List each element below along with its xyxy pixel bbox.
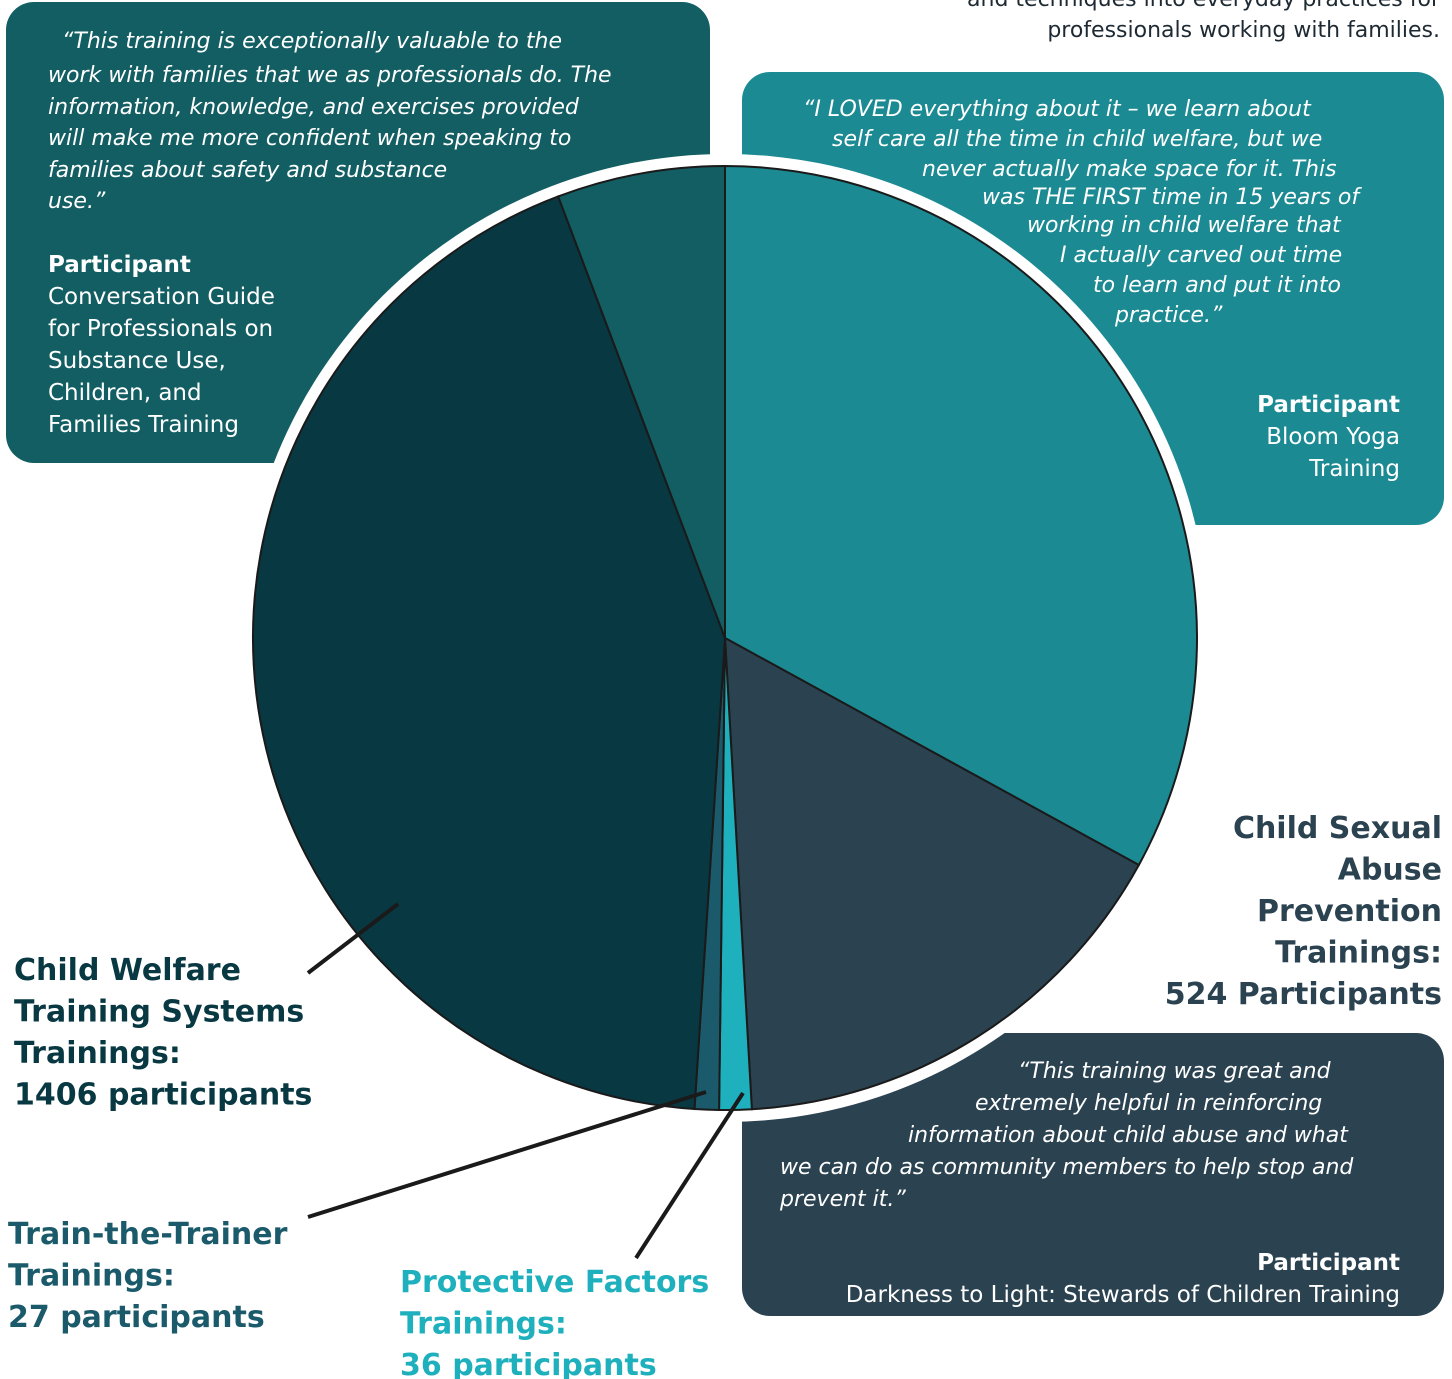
quote-line: will make me more confident when speakin… <box>48 126 571 151</box>
slice-value-label: 1406 participants <box>14 1078 312 1113</box>
quote-line: work with families that we as profession… <box>48 63 612 88</box>
quote-line: information about child abuse and what <box>908 1123 1349 1148</box>
quote-line: we can do as community members to help s… <box>780 1155 1354 1180</box>
quote-source: Families Training <box>48 412 239 438</box>
quote-line: working in child welfare that <box>1027 213 1342 238</box>
quote-line: information, knowledge, and exercises pr… <box>48 95 580 120</box>
quote-line: extremely helpful in reinforcing <box>975 1091 1322 1116</box>
quote-attribution: Participant <box>48 252 191 278</box>
quote-line: to learn and put it into <box>1093 273 1341 298</box>
quote-source: Darkness to Light: Stewards of Children … <box>846 1282 1400 1308</box>
header-text: professionals working with families. <box>1047 18 1440 43</box>
quote-line: never actually make space for it. This <box>922 157 1337 182</box>
quote-source: Substance Use, <box>48 348 226 374</box>
quote-source: Children, and <box>48 380 202 406</box>
quote-line: “This training was great and <box>1018 1059 1332 1084</box>
leader-line <box>634 1091 745 1260</box>
slice-label: Protective Factors Trainings: <box>400 1265 709 1342</box>
slice-value-label: 524 Participants <box>1165 977 1442 1012</box>
quote-attribution: Participant <box>1257 392 1400 418</box>
pie-slice <box>723 636 1141 1111</box>
quote-attribution: Participant <box>1257 1250 1400 1276</box>
header-text: and techniques into everyday practices f… <box>967 0 1441 12</box>
quote-source: Training <box>1308 456 1400 482</box>
quote-source: Conversation Guide <box>48 284 275 310</box>
pie <box>252 164 1198 1111</box>
quote-line: was THE FIRST time in 15 years of <box>982 185 1362 210</box>
leader-line <box>306 902 400 975</box>
leader-lines <box>306 902 745 1260</box>
pie-slice <box>252 195 727 1111</box>
slice-label: Child Sexual Abuse Prevention Trainings: <box>1233 811 1442 971</box>
quote-line: families about safety and substance <box>48 158 447 183</box>
quote-line: I actually carved out time <box>1060 243 1342 268</box>
quote-line: practice.” <box>1114 303 1223 328</box>
quote-source: Bloom Yoga <box>1266 424 1400 450</box>
slice-value-label: 36 participants <box>400 1348 657 1379</box>
slice-label: Child Welfare Training Systems Trainings: <box>14 953 304 1071</box>
quote-line: “This training is exceptionally valuable… <box>62 29 562 54</box>
quote-box <box>742 1033 1444 1316</box>
leader-line <box>307 1090 707 1219</box>
quote-line: use.” <box>48 189 106 214</box>
quote-line: self care all the time in child welfare,… <box>832 127 1322 152</box>
texts: and techniques into everyday practices f… <box>8 0 1442 1379</box>
quote-source: for Professionals on <box>48 316 273 342</box>
slice-label: Train-the-Trainer Trainings: <box>8 1217 288 1294</box>
quote-line: prevent it.” <box>779 1187 906 1212</box>
pie-slice <box>556 164 726 639</box>
slice-value-label: 27 participants <box>8 1300 265 1335</box>
pie-slice <box>724 164 1198 867</box>
quote-line: “I LOVED everything about it – we learn … <box>803 97 1312 122</box>
